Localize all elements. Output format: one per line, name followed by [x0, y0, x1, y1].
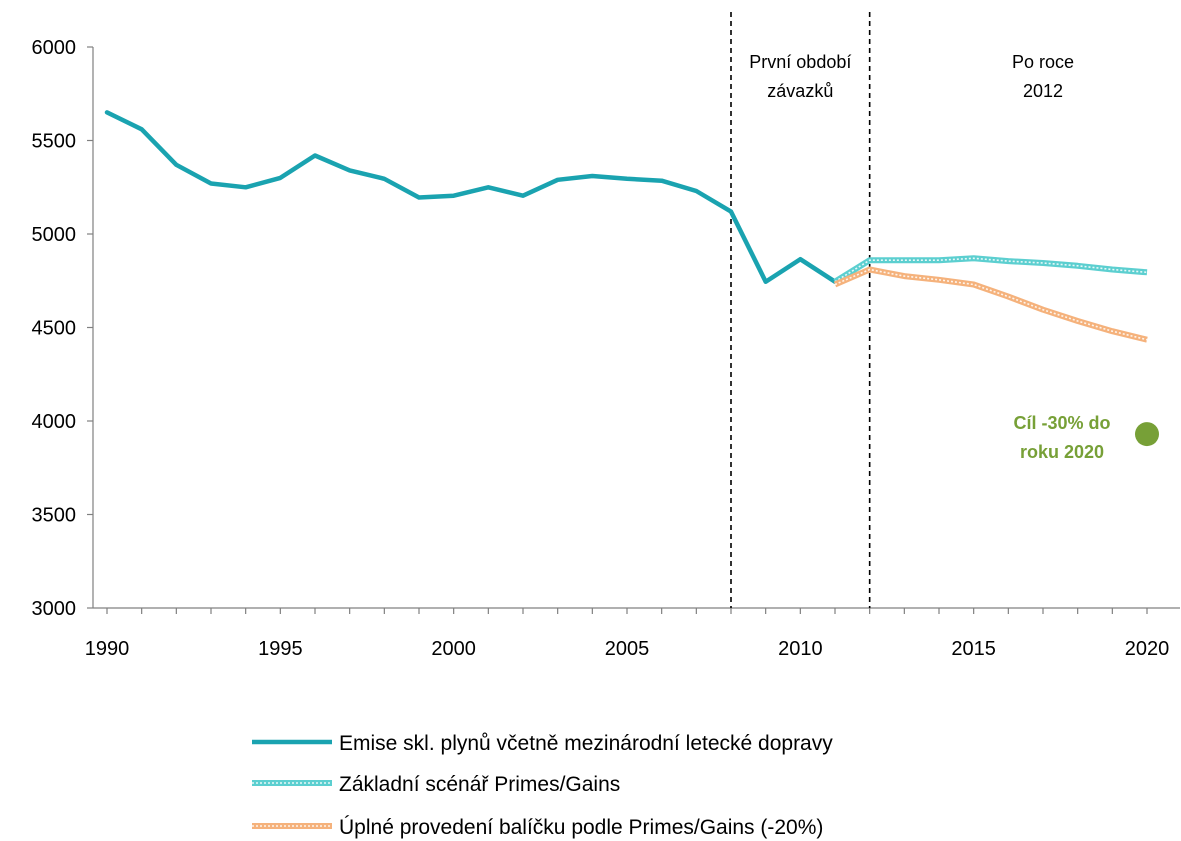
y-tick-label: 4500 [32, 318, 77, 340]
x-tick-label: 2015 [951, 638, 996, 660]
target-label: roku 2020 [1020, 442, 1104, 462]
series-band [833, 255, 1148, 285]
y-tick-label: 4000 [32, 411, 77, 433]
axes [92, 47, 1180, 609]
period-labels: První období závazků Po roce 2012 [749, 52, 1074, 101]
x-tick-label: 1990 [85, 638, 130, 660]
region-label-first-period: První období [749, 52, 851, 72]
target-marker [1135, 422, 1159, 447]
legend-item: Úplné provedení balíčku podle Primes/Gai… [252, 816, 823, 839]
series-lines [104, 110, 1148, 343]
y-tick-label: 3000 [32, 598, 77, 620]
legend-label: Emise skl. plynů včetně mezinárodní lete… [339, 732, 833, 755]
legend: Emise skl. plynů včetně mezinárodní lete… [252, 732, 833, 839]
period-dividers [730, 12, 871, 608]
x-tick-label: 1995 [258, 638, 303, 660]
target-label: Cíl -30% do [1013, 413, 1110, 433]
x-tick-label: 2010 [778, 638, 823, 660]
x-tick-label: 2005 [605, 638, 650, 660]
series-line-package-scenario [833, 266, 1148, 343]
series-line-emissions [104, 110, 838, 284]
series-band [833, 266, 1148, 343]
y-tick-label: 5500 [32, 131, 77, 153]
y-tick-label: 3500 [32, 505, 77, 527]
legend-label: Úplné provedení balíčku podle Primes/Gai… [339, 816, 823, 839]
x-tick-label: 2020 [1125, 638, 1170, 660]
region-label-after-2012: Po roce [1012, 52, 1074, 72]
y-tick-label: 5000 [32, 224, 77, 246]
series-line-baseline-scenario [833, 255, 1148, 285]
x-ticks: 1990 1995 2000 2005 2010 2015 2020 [85, 608, 1170, 660]
series-band-texture [834, 268, 1148, 341]
region-label-first-period: závazků [767, 81, 833, 101]
x-tick-label: 2000 [431, 638, 476, 660]
legend-label: Základní scénář Primes/Gains [339, 773, 620, 796]
region-label-after-2012: 2012 [1023, 81, 1063, 101]
legend-item: Emise skl. plynů včetně mezinárodní lete… [252, 732, 833, 755]
target-group: Cíl -30% do roku 2020 [1013, 413, 1159, 462]
y-tick-label: 6000 [32, 37, 77, 59]
y-ticks: 3000 3500 4000 4500 5000 5500 6000 [32, 37, 93, 620]
legend-item: Základní scénář Primes/Gains [252, 773, 620, 796]
